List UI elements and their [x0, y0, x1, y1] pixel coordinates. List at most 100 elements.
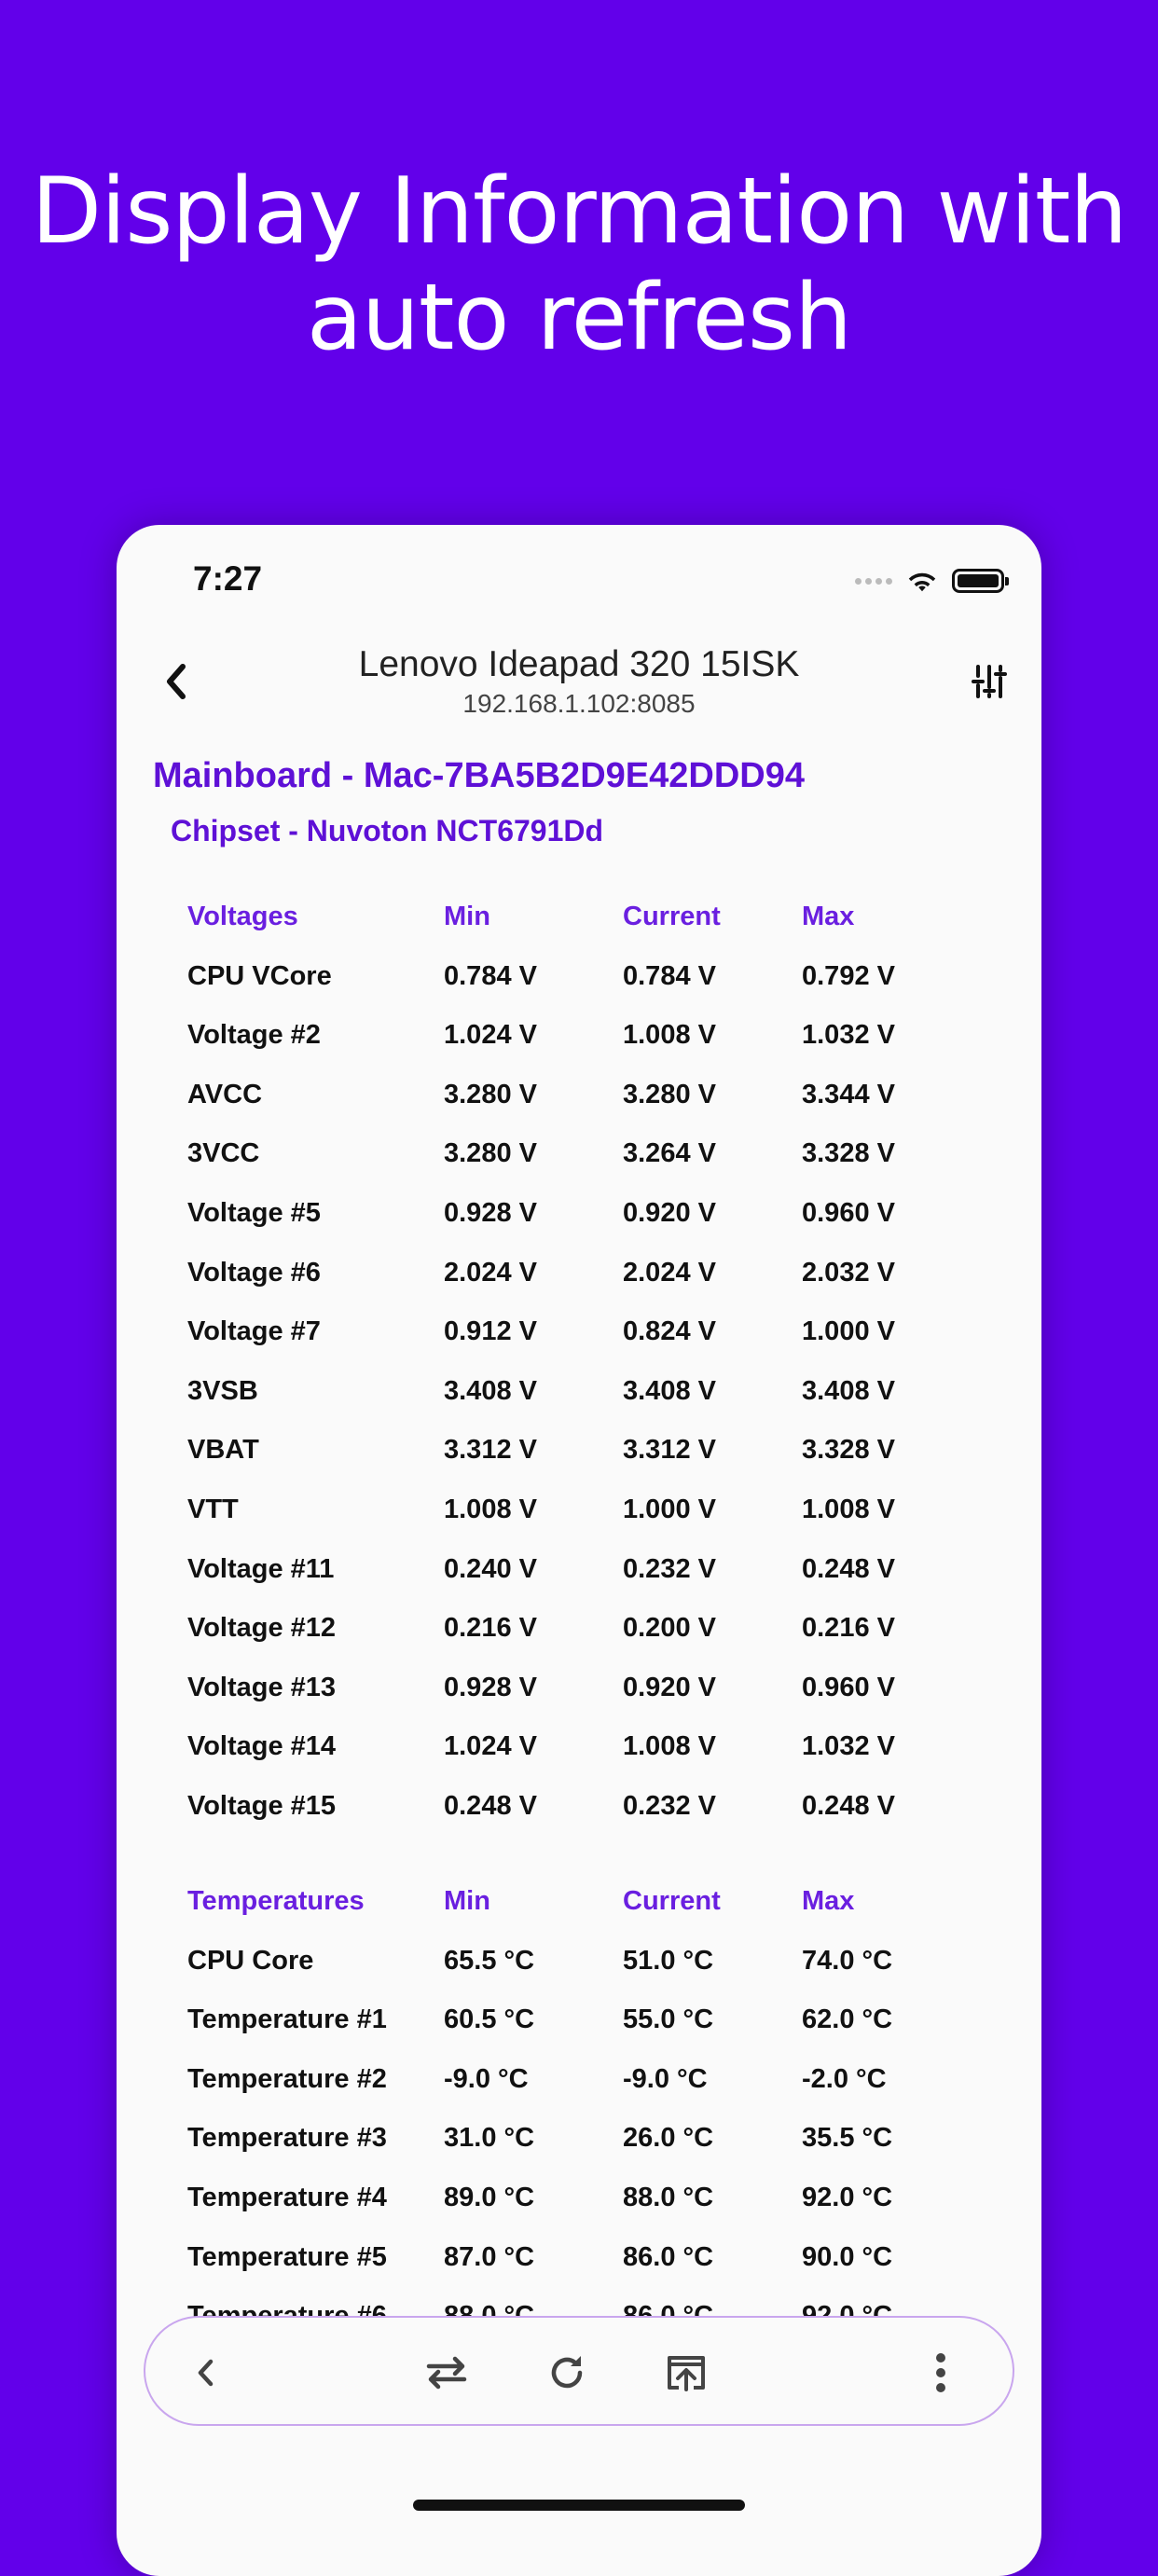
- open-in-browser-icon: [668, 2356, 705, 2391]
- column-header: Min: [444, 902, 490, 931]
- refresh-button[interactable]: [534, 2340, 600, 2405]
- table-row: Temperature #5 87.0 °C 86.0 °C 90.0 °C: [187, 2228, 989, 2288]
- sensor-value: 86.0 °C: [623, 2241, 714, 2272]
- sensor-value: 3.344 V: [802, 1079, 895, 1109]
- sensor-value: 0.248 V: [802, 1553, 895, 1584]
- sensor-name: Voltage #11: [187, 1553, 335, 1584]
- more-options-button[interactable]: [908, 2340, 973, 2405]
- chevron-left-icon: [198, 2359, 214, 2387]
- sensor-value: 60.5 °C: [444, 2004, 535, 2035]
- voltages-header-row: Voltages Min Current Max: [187, 888, 989, 947]
- sensor-name: Voltage #15: [187, 1790, 337, 1821]
- sensor-value: 3.264 V: [623, 1138, 716, 1169]
- tune-icon: [972, 665, 1007, 698]
- sensor-value: 3.328 V: [802, 1138, 895, 1169]
- sensor-name: Voltage #5: [187, 1197, 321, 1228]
- sensor-value: 55.0 °C: [623, 2004, 714, 2035]
- chipset-heading: Chipset - Nuvoton NCT6791Dd: [171, 814, 604, 847]
- table-row: CPU VCore 0.784 V 0.784 V 0.792 V: [187, 947, 989, 1007]
- sensor-value: 0.912 V: [444, 1316, 537, 1347]
- table-row: Voltage #7 0.912 V 0.824 V 1.000 V: [187, 1302, 989, 1362]
- sensor-value: 0.792 V: [802, 960, 895, 991]
- sensor-value: 1.008 V: [623, 1731, 716, 1762]
- sensor-value: 0.824 V: [623, 1316, 716, 1347]
- swap-icon: [426, 2356, 467, 2390]
- bottom-toolbar: [144, 2316, 1014, 2426]
- sensor-name: Voltage #13: [187, 1672, 337, 1702]
- sensor-value: 35.5 °C: [802, 2123, 893, 2154]
- sensor-value: 0.232 V: [623, 1553, 716, 1584]
- sensor-value: 1.000 V: [623, 1494, 716, 1524]
- sensor-value: 2.032 V: [802, 1257, 895, 1288]
- table-row: Voltage #12 0.216 V 0.200 V 0.216 V: [187, 1599, 989, 1659]
- sensor-value: 0.248 V: [802, 1790, 895, 1821]
- table-row: Voltage #13 0.928 V 0.920 V 0.960 V: [187, 1659, 989, 1718]
- mainboard-heading: Mainboard - Mac-7BA5B2D9E42DDD94: [153, 756, 805, 795]
- sensor-value: 0.960 V: [802, 1672, 895, 1702]
- sensor-name: VTT: [187, 1494, 239, 1524]
- sensor-value: 0.928 V: [444, 1672, 537, 1702]
- voltages-table: Voltages Min Current Max CPU VCore 0.784 V 0.7…: [187, 888, 989, 1837]
- sensor-name: Temperature #3: [187, 2123, 387, 2154]
- sensor-value: 2.024 V: [444, 1257, 537, 1288]
- sensor-value: 0.200 V: [623, 1613, 716, 1644]
- headline: Display Information with auto refresh: [0, 158, 1158, 371]
- sensor-value: 3.328 V: [802, 1435, 895, 1466]
- table-row: Temperature #1 60.5 °C 55.0 °C 62.0 °C: [187, 1991, 989, 2050]
- sensor-name: Voltage #2: [187, 1020, 321, 1051]
- sensor-name: CPU VCore: [187, 960, 332, 991]
- sensor-value: 0.784 V: [444, 960, 537, 991]
- sensor-value: 3.408 V: [623, 1375, 716, 1406]
- sensor-value: 0.920 V: [623, 1197, 716, 1228]
- sensor-value: 87.0 °C: [444, 2241, 535, 2272]
- column-header: Min: [444, 1886, 490, 1916]
- headline-line-2: auto refresh: [306, 265, 852, 371]
- table-row: Temperature #2 -9.0 °C -9.0 °C -2.0 °C: [187, 2050, 989, 2110]
- sensor-value: 0.216 V: [444, 1613, 537, 1644]
- table-row: Temperature #4 89.0 °C 88.0 °C 92.0 °C: [187, 2169, 989, 2228]
- sensor-value: 0.216 V: [802, 1613, 895, 1644]
- table-row: 3VSB 3.408 V 3.408 V 3.408 V: [187, 1362, 989, 1422]
- sensor-name: AVCC: [187, 1079, 263, 1109]
- temperatures-table: Temperatures Min Current Max CPU Core 65.5 °C…: [187, 1872, 989, 2347]
- sensor-name: 3VCC: [187, 1138, 260, 1169]
- sensor-value: 3.312 V: [623, 1435, 716, 1466]
- battery-icon: [952, 569, 1009, 593]
- sensor-value: 88.0 °C: [623, 2182, 714, 2212]
- settings-button[interactable]: [963, 655, 1015, 708]
- table-row: Voltage #15 0.248 V 0.232 V 0.248 V: [187, 1777, 989, 1837]
- sensor-value: 3.312 V: [444, 1435, 537, 1466]
- signal-icon: [855, 577, 892, 585]
- table-row: Voltage #6 2.024 V 2.024 V 2.032 V: [187, 1244, 989, 1303]
- sensor-value: 3.280 V: [623, 1079, 716, 1109]
- status-time: 7:27: [193, 559, 263, 598]
- column-header: Current: [623, 902, 721, 931]
- sensor-name: 3VSB: [187, 1375, 258, 1406]
- sensor-value: 0.248 V: [444, 1790, 537, 1821]
- wifi-icon: [908, 572, 936, 592]
- sensor-value: 92.0 °C: [802, 2182, 893, 2212]
- table-row: CPU Core 65.5 °C 51.0 °C 74.0 °C: [187, 1932, 989, 1991]
- table-row: Voltage #14 1.024 V 1.008 V 1.032 V: [187, 1717, 989, 1777]
- sensor-value: 1.008 V: [444, 1494, 537, 1524]
- sensor-value: 0.240 V: [444, 1553, 537, 1584]
- open-in-browser-button[interactable]: [654, 2340, 719, 2405]
- sensor-value: 1.024 V: [444, 1731, 537, 1762]
- column-header: Temperatures: [187, 1886, 365, 1916]
- sensor-value: -2.0 °C: [802, 2063, 887, 2094]
- sensor-value: 0.920 V: [623, 1672, 716, 1702]
- sensor-name: VBAT: [187, 1435, 259, 1466]
- column-header: Voltages: [187, 902, 298, 931]
- sensor-name: Temperature #1: [187, 2004, 387, 2035]
- swap-button[interactable]: [414, 2340, 479, 2405]
- page-subtitle: 192.168.1.102:8085: [462, 689, 696, 718]
- nav-back-button[interactable]: [173, 2340, 239, 2405]
- sensor-value: 1.000 V: [802, 1316, 895, 1347]
- back-button[interactable]: [150, 655, 202, 708]
- sensor-value: 1.008 V: [802, 1494, 895, 1524]
- phone-frame: 7:27 Lenovo Ideapad 320 15ISK 192.168.1.…: [117, 525, 1041, 2576]
- headline-line-1: Display Information with: [31, 158, 1128, 265]
- home-indicator: [413, 2500, 745, 2511]
- sensor-value: 3.408 V: [802, 1375, 895, 1406]
- table-row: Voltage #2 1.024 V 1.008 V 1.032 V: [187, 1006, 989, 1066]
